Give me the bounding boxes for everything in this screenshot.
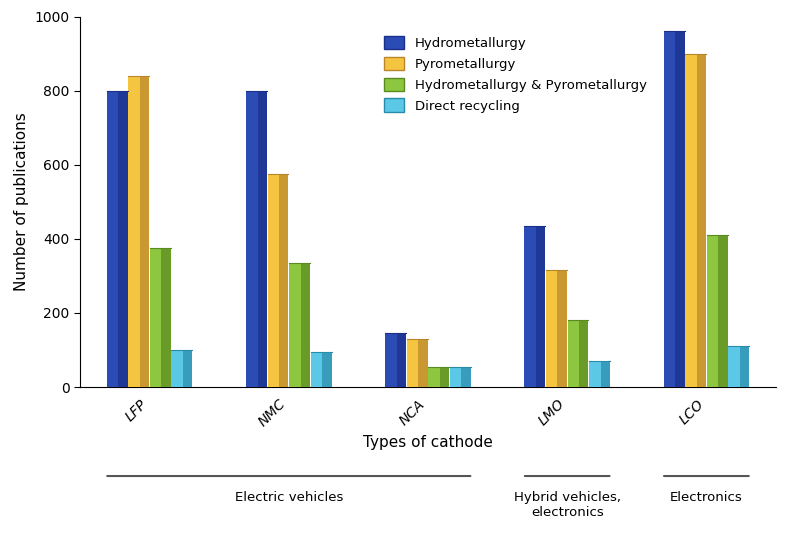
Bar	[718, 235, 727, 387]
Bar	[107, 91, 128, 387]
Bar	[567, 320, 588, 387]
Bar	[525, 226, 546, 387]
Bar	[428, 367, 449, 387]
Bar	[289, 263, 310, 387]
Bar	[675, 32, 685, 387]
Bar	[740, 346, 749, 387]
Bar	[258, 91, 267, 387]
Bar	[546, 270, 567, 387]
Text: Types of cathode: Types of cathode	[363, 435, 493, 450]
Bar	[697, 54, 706, 387]
Legend: Hydrometallurgy, Pyrometallurgy, Hydrometallurgy & Pyrometallurgy, Direct recycl: Hydrometallurgy, Pyrometallurgy, Hydrome…	[379, 30, 652, 118]
Bar	[140, 76, 150, 387]
Bar	[440, 367, 449, 387]
Bar	[386, 333, 406, 387]
Bar	[601, 361, 610, 387]
Bar	[450, 367, 470, 387]
Bar	[162, 248, 170, 387]
Bar	[129, 76, 150, 387]
Bar	[397, 333, 406, 387]
Text: Hybrid vehicles,
electronics: Hybrid vehicles, electronics	[514, 491, 621, 519]
Bar	[322, 352, 331, 387]
Text: Electronics: Electronics	[670, 491, 742, 504]
Bar	[418, 339, 428, 387]
Bar	[407, 339, 428, 387]
Bar	[706, 235, 727, 387]
Bar	[183, 350, 192, 387]
Bar	[558, 270, 567, 387]
Bar	[664, 32, 685, 387]
Bar	[171, 350, 192, 387]
Bar	[589, 361, 610, 387]
Bar	[462, 367, 470, 387]
Bar	[150, 248, 170, 387]
Text: Electric vehicles: Electric vehicles	[234, 491, 343, 504]
Bar	[279, 174, 289, 387]
Bar	[268, 174, 289, 387]
Bar	[579, 320, 588, 387]
Bar	[301, 263, 310, 387]
Bar	[310, 352, 331, 387]
Bar	[246, 91, 267, 387]
Bar	[728, 346, 749, 387]
Bar	[686, 54, 706, 387]
Bar	[118, 91, 128, 387]
Bar	[536, 226, 546, 387]
Y-axis label: Number of publications: Number of publications	[14, 112, 29, 291]
